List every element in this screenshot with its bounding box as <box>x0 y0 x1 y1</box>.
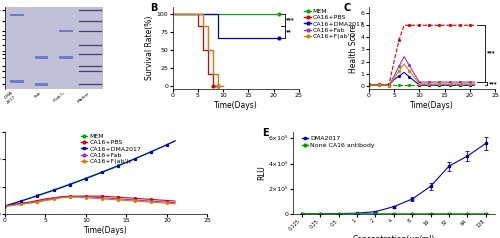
Text: A: A <box>0 3 1 13</box>
Text: B: B <box>150 3 157 13</box>
Text: ***: *** <box>488 81 497 86</box>
Bar <box>10 14 24 16</box>
Bar <box>10 80 24 83</box>
Y-axis label: Survival Rate(%): Survival Rate(%) <box>145 16 154 80</box>
Text: C: C <box>344 3 351 13</box>
Legend: DMA2017, None CA16 antibody: DMA2017, None CA16 antibody <box>300 134 378 150</box>
Bar <box>60 56 72 59</box>
Bar <box>35 56 48 59</box>
Bar <box>35 83 48 85</box>
X-axis label: Time(Days): Time(Days) <box>84 226 128 235</box>
Bar <box>60 30 72 32</box>
Legend: MEM, CA16+PBS, CA16+DMA2017, CA16+Fab, CA16+F(ab')₂: MEM, CA16+PBS, CA16+DMA2017, CA16+Fab, C… <box>304 9 364 39</box>
X-axis label: Time(Days): Time(Days) <box>410 101 454 110</box>
Text: **: ** <box>286 30 292 35</box>
Text: ***: *** <box>286 18 295 23</box>
Y-axis label: RLU: RLU <box>257 166 266 180</box>
Text: E: E <box>262 128 269 138</box>
Legend: MEM, CA16+PBS, CA16+DMA2017, CA16+Fab, CA16+F(ab')₂: MEM, CA16+PBS, CA16+DMA2017, CA16+Fab, C… <box>81 134 141 164</box>
X-axis label: Time(Days): Time(Days) <box>214 101 258 110</box>
Y-axis label: Health Score: Health Score <box>349 24 358 73</box>
X-axis label: Concentration(μg/ml): Concentration(μg/ml) <box>352 235 435 238</box>
Text: ***: *** <box>486 50 495 55</box>
